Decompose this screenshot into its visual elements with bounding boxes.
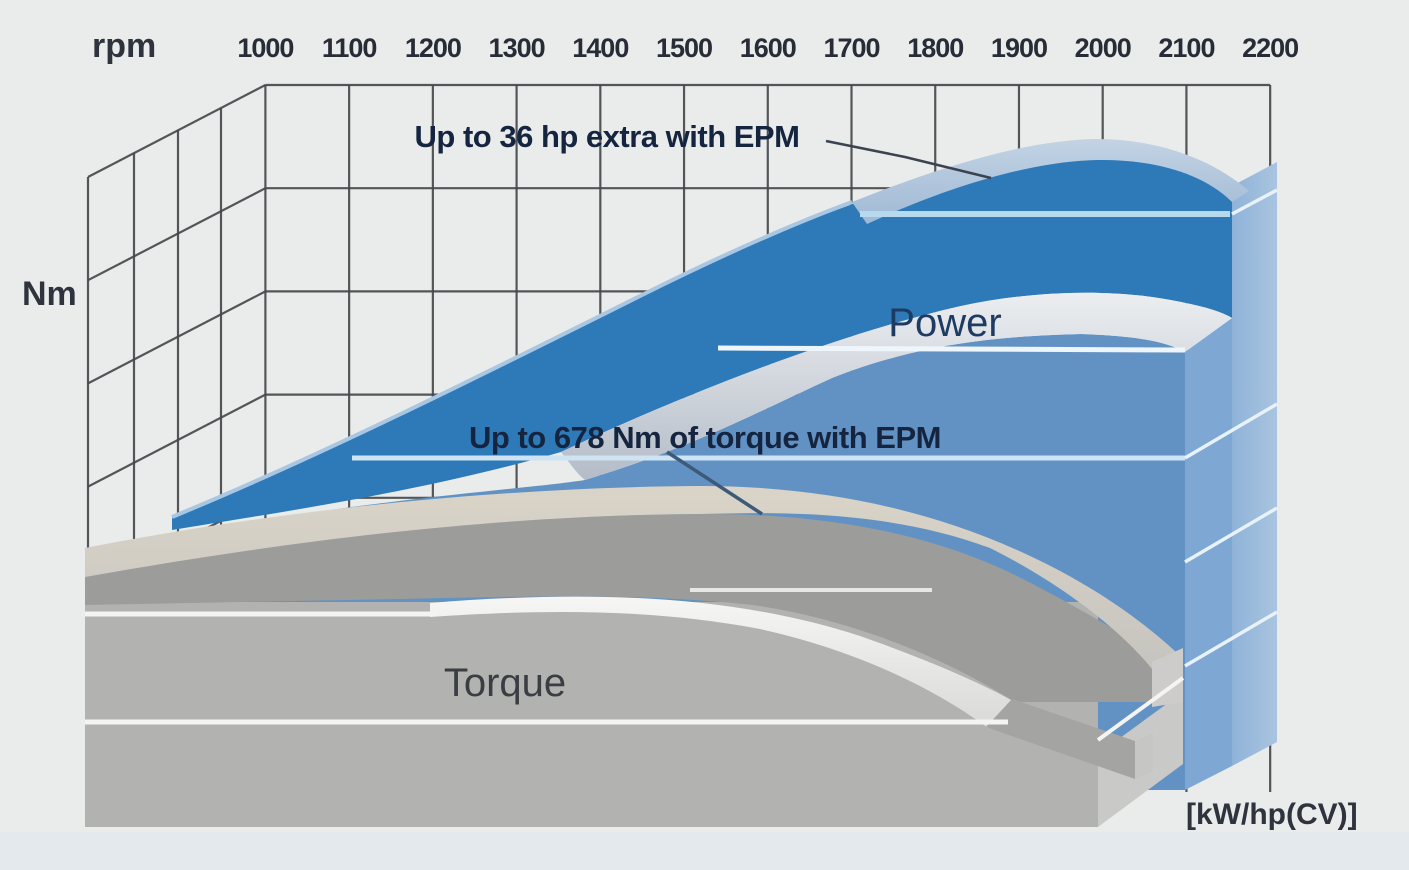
y-left-unit-label: Nm	[22, 275, 77, 313]
torque-band-group	[85, 486, 1185, 827]
x-axis-tick-labels: 1000 1100 1200 1300 1400 1500 1600 1700 1800 1900…	[237, 33, 1299, 63]
x-tick-label: 1400	[572, 33, 628, 63]
x-tick-label: 1100	[322, 33, 377, 63]
power-standard-top-surface	[561, 292, 1232, 480]
x-tick-label: 1900	[991, 33, 1047, 63]
power-epm-side-face	[1232, 162, 1277, 766]
x-tick-label: 1600	[740, 33, 796, 63]
annotation-power-epm: Up to 36 hp extra with EPM	[415, 119, 800, 154]
torque-epm-top-surface	[85, 486, 1178, 669]
side-face-gridlines	[1184, 188, 1278, 668]
y-right-unit-label: [kW/hp(CV)]	[1186, 798, 1358, 831]
x-tick-label: 2200	[1242, 33, 1298, 63]
torque-series-label: Torque	[444, 661, 566, 705]
power-side-face	[1185, 318, 1232, 790]
annotation-leader-line	[825, 139, 992, 180]
gridline-on-band	[717, 345, 1186, 353]
torque-standard-end-face	[1135, 733, 1153, 779]
grid-line	[87, 187, 266, 282]
torque-standard-top-surface	[430, 596, 1016, 728]
x-tick-label: 2100	[1158, 33, 1214, 63]
annotation-torque-epm: Up to 678 Nm of torque with EPM	[469, 420, 941, 455]
grid-line	[87, 393, 266, 488]
torque-base-front-face	[85, 602, 1098, 827]
grid-line	[87, 290, 266, 385]
power-series-label: Power	[888, 301, 1001, 345]
x-tick-label: 2000	[1075, 33, 1131, 63]
x-tick-label: 1700	[823, 33, 879, 63]
x-axis-unit-label: rpm	[92, 27, 156, 65]
annotation-group: Up to 36 hp extra with EPM Up to 678 Nm …	[415, 119, 992, 516]
power-epm-top-surface	[852, 139, 1249, 224]
x-tick-label: 1000	[237, 33, 293, 63]
torque-standard-end-block	[986, 699, 1135, 779]
x-tick-label: 1300	[489, 33, 545, 63]
torque-epm-front-face	[85, 513, 1183, 702]
torque-epm-end-face	[1152, 648, 1183, 707]
x-tick-label: 1500	[656, 33, 712, 63]
annotation-leader-line	[666, 450, 763, 516]
power-epm-extra-band	[172, 158, 1232, 530]
grid-line	[87, 84, 266, 178]
gridline-on-end-face	[1096, 676, 1185, 742]
x-tick-label: 1200	[405, 33, 461, 63]
x-tick-label: 1800	[907, 33, 963, 63]
power-epm-top-edge-highlight	[171, 200, 853, 519]
background-lower-strip	[0, 832, 1409, 870]
